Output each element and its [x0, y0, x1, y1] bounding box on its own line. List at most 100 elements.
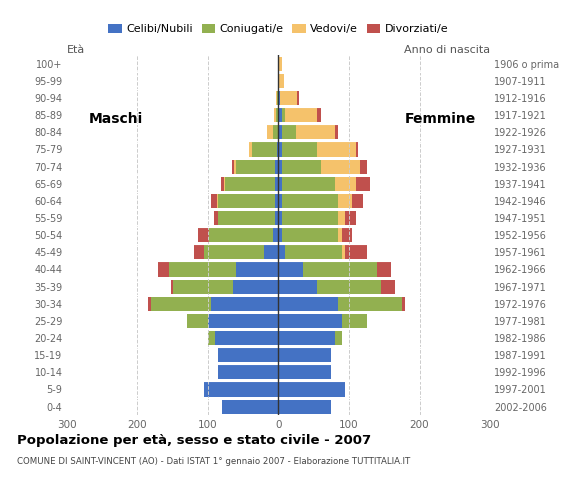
Bar	[277, 91, 278, 105]
Bar	[342, 245, 346, 259]
Bar	[282, 177, 335, 191]
Bar	[278, 279, 317, 294]
Bar	[285, 245, 342, 259]
Bar	[278, 159, 282, 174]
Text: Popolazione per età, sesso e stato civile - 2007: Popolazione per età, sesso e stato civil…	[17, 434, 372, 447]
Bar	[278, 383, 346, 396]
Bar	[222, 399, 278, 414]
Bar	[264, 245, 278, 259]
Bar	[317, 143, 356, 156]
Bar	[275, 159, 278, 174]
Bar	[208, 314, 278, 328]
Bar	[346, 211, 356, 225]
Bar	[356, 143, 358, 156]
Text: Età: Età	[67, 45, 85, 55]
Bar	[211, 297, 278, 311]
Bar	[277, 143, 278, 156]
Bar	[278, 314, 342, 328]
Bar	[353, 194, 363, 208]
Bar	[346, 245, 367, 259]
Bar	[158, 263, 169, 276]
Bar	[252, 143, 277, 156]
Bar	[338, 194, 353, 208]
Bar	[360, 159, 367, 174]
Bar	[278, 211, 282, 225]
Bar	[214, 211, 218, 225]
Bar	[278, 245, 285, 259]
Bar	[280, 91, 298, 105]
Text: Femmine: Femmine	[405, 112, 476, 126]
Bar	[282, 108, 285, 122]
Bar	[198, 228, 209, 242]
Bar	[278, 348, 331, 362]
Bar	[220, 177, 224, 191]
Bar	[169, 263, 236, 276]
Bar	[219, 348, 278, 362]
Bar	[342, 314, 367, 328]
Bar	[219, 365, 278, 379]
Bar	[282, 211, 338, 225]
Bar	[321, 159, 360, 174]
Bar	[338, 228, 342, 242]
Bar	[278, 297, 338, 311]
Bar	[317, 108, 321, 122]
Bar	[298, 91, 299, 105]
Bar	[296, 125, 335, 139]
Bar	[233, 279, 278, 294]
Bar	[278, 143, 282, 156]
Bar	[285, 108, 317, 122]
Bar	[226, 177, 275, 191]
Bar	[278, 263, 303, 276]
Bar	[380, 279, 395, 294]
Bar	[402, 297, 405, 311]
Bar	[224, 177, 226, 191]
Bar	[211, 194, 217, 208]
Bar	[335, 331, 342, 345]
Bar	[218, 211, 219, 225]
Bar	[151, 297, 211, 311]
Bar	[278, 125, 282, 139]
Bar	[356, 177, 370, 191]
Bar	[278, 331, 335, 345]
Bar	[208, 331, 215, 345]
Bar	[275, 177, 278, 191]
Bar	[172, 279, 233, 294]
Bar	[219, 194, 275, 208]
Bar	[273, 228, 278, 242]
Bar	[303, 263, 377, 276]
Bar	[338, 211, 346, 225]
Bar	[278, 91, 280, 105]
Bar	[275, 194, 278, 208]
Bar	[236, 263, 278, 276]
Bar	[335, 177, 356, 191]
Text: Maschi: Maschi	[89, 112, 143, 126]
Bar	[282, 125, 296, 139]
Bar	[274, 108, 276, 122]
Bar	[232, 159, 234, 174]
Bar	[273, 125, 278, 139]
Bar	[275, 211, 278, 225]
Bar	[236, 159, 275, 174]
Bar	[276, 91, 277, 105]
Bar	[194, 245, 204, 259]
Bar	[267, 125, 273, 139]
Bar	[278, 228, 282, 242]
Bar	[282, 159, 321, 174]
Bar	[278, 399, 331, 414]
Bar	[278, 194, 282, 208]
Bar	[249, 143, 252, 156]
Bar	[209, 228, 273, 242]
Bar	[217, 194, 219, 208]
Bar	[171, 279, 173, 294]
Bar	[204, 245, 264, 259]
Bar	[276, 108, 278, 122]
Bar	[215, 331, 278, 345]
Bar	[317, 279, 380, 294]
Bar	[278, 108, 282, 122]
Bar	[219, 211, 275, 225]
Bar	[282, 228, 338, 242]
Bar	[282, 143, 317, 156]
Bar	[234, 159, 236, 174]
Text: Anno di nascita: Anno di nascita	[404, 45, 490, 55]
Bar	[278, 57, 282, 71]
